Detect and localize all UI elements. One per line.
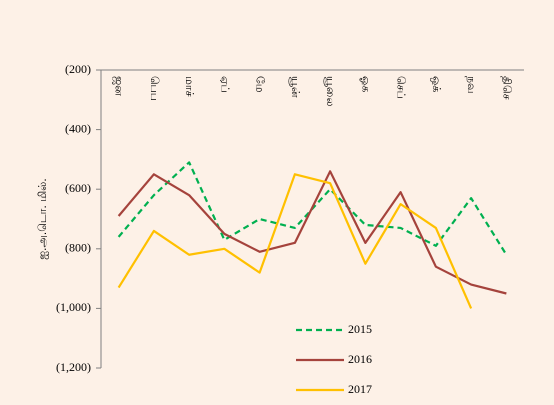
x-tick-label: திசெ <box>500 76 513 100</box>
x-tick-label: ஜன <box>112 76 126 96</box>
y-tick-label: (800) <box>65 241 91 255</box>
y-tick-label: (400) <box>65 121 91 135</box>
y-tick-label: (1,000) <box>56 300 91 314</box>
legend-label: 2016 <box>348 352 372 366</box>
legend-label: 2017 <box>348 382 372 396</box>
x-tick-label: பெப <box>148 76 161 101</box>
series-line <box>117 173 473 309</box>
x-tick-label: செப் <box>395 76 408 99</box>
y-axis-title: ஐ.அ.டொ. மில். <box>36 178 49 260</box>
y-tick-label: (200) <box>65 62 91 76</box>
x-tick-label: மாச் <box>183 76 196 97</box>
x-tick-label: ஒக் <box>430 76 443 92</box>
y-tick-label: (1,200) <box>56 360 91 374</box>
x-tick-label: நவ <box>465 76 478 94</box>
series-line <box>117 170 507 295</box>
x-tick-label: யூன் <box>289 76 302 98</box>
legend-label: 2015 <box>348 322 372 336</box>
x-tick-label: யூலை <box>324 76 337 106</box>
x-tick-label: மே <box>254 76 267 93</box>
x-tick-label: ஓக <box>359 76 372 92</box>
x-tick-label: ஏப் <box>218 76 231 93</box>
y-tick-label: (600) <box>65 181 91 195</box>
